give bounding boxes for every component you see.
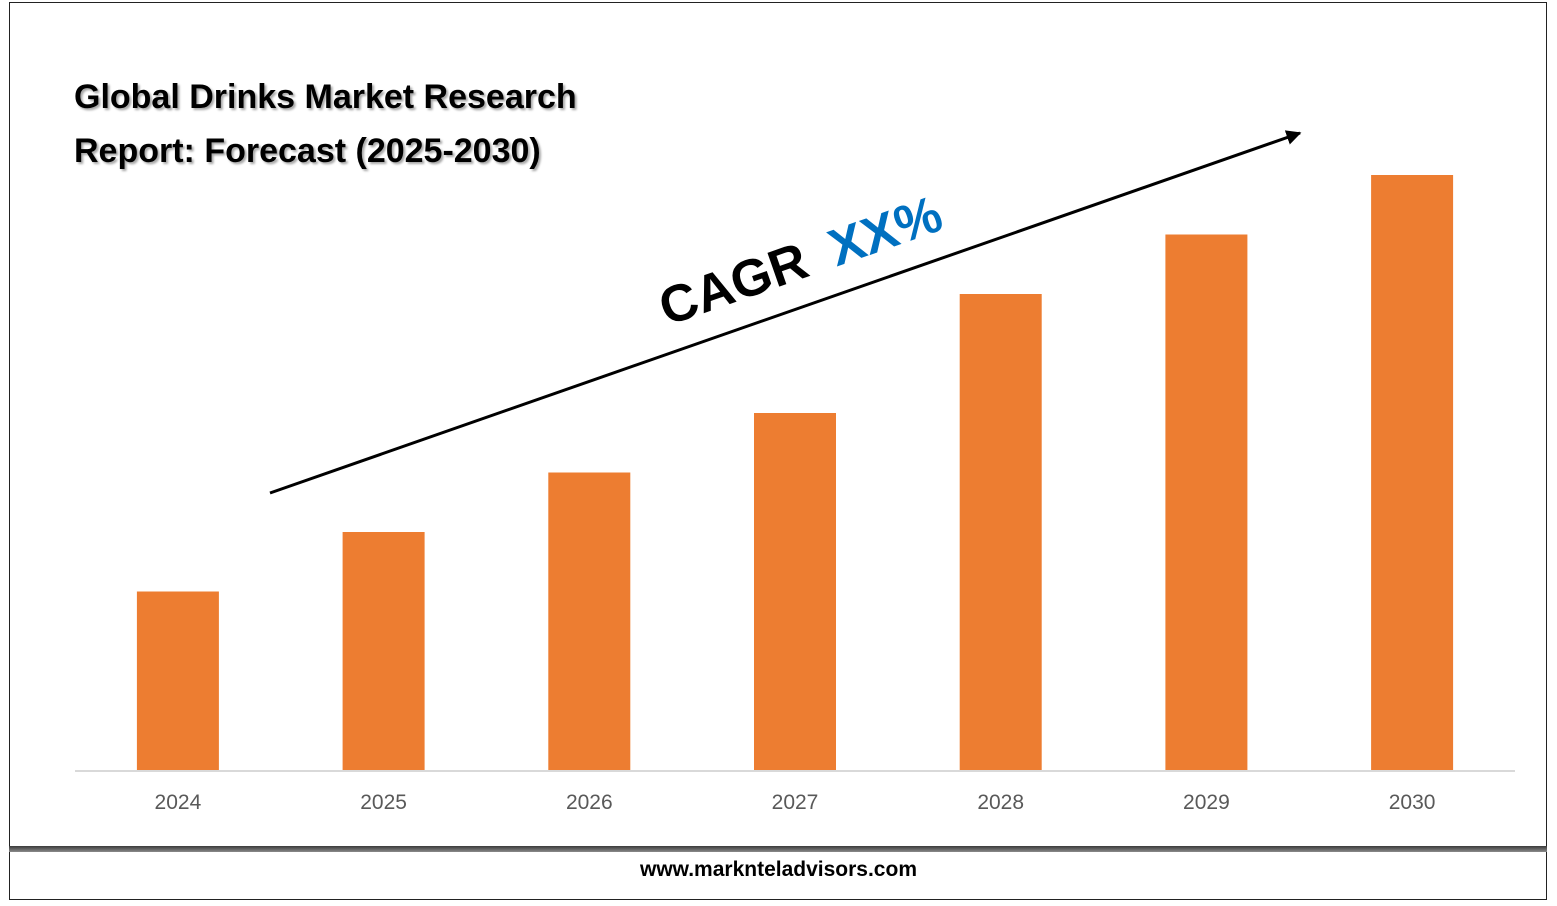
chart-title-line-1: Global Drinks Market Research xyxy=(74,78,577,116)
bars-group xyxy=(136,175,1454,770)
x-tick-label-2027: 2027 xyxy=(772,791,819,814)
cagr-label: CAGR xyxy=(652,232,816,337)
x-tick-label-2024: 2024 xyxy=(155,791,202,814)
cagr-annotation: CAGR XX% xyxy=(652,185,950,337)
footer-website-link[interactable]: www.marknteladvisors.com xyxy=(640,858,917,881)
bar-2029 xyxy=(1165,234,1248,770)
cagr-value: XX% xyxy=(821,185,949,278)
bar-2028 xyxy=(959,294,1042,770)
bar-2027 xyxy=(754,413,836,770)
bar-2024 xyxy=(136,591,219,770)
x-tick-label-2026: 2026 xyxy=(566,791,613,814)
bar-2030 xyxy=(1371,175,1454,770)
x-tick-label-2028: 2028 xyxy=(977,791,1024,814)
bar-2026 xyxy=(548,472,631,770)
trend-arrow xyxy=(269,130,1302,495)
x-tick-label-2025: 2025 xyxy=(360,791,407,814)
x-tick-labels: 2024 2025 2026 2027 2028 2029 2030 xyxy=(155,791,1436,814)
x-tick-label-2029: 2029 xyxy=(1183,791,1230,814)
x-tick-label-2030: 2030 xyxy=(1389,791,1436,814)
footer-divider xyxy=(9,846,1547,852)
chart-title-line-2: Report: Forecast (2025-2030) xyxy=(74,132,541,170)
bar-2025 xyxy=(342,532,425,770)
chart-title: Global Drinks Market Research Report: Fo… xyxy=(74,70,694,178)
